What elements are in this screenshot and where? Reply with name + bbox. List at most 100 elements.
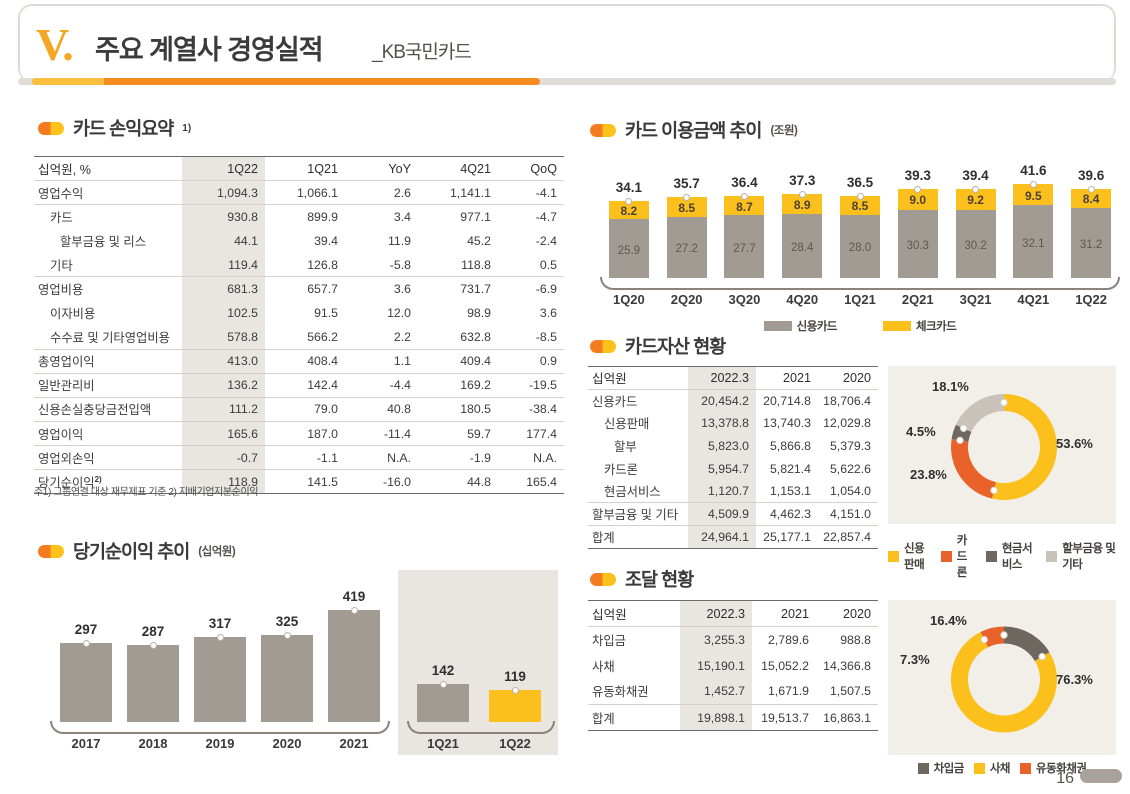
bar-value-credit: 31.2 <box>1079 238 1103 251</box>
column-header: 2021 <box>756 366 818 390</box>
row-label: 영업외손익 <box>34 445 182 471</box>
table-cell: 0.9 <box>498 349 564 374</box>
table-cell: 1,507.5 <box>816 678 878 705</box>
table-cell: -1.1 <box>265 445 345 471</box>
column-header: 2022.3 <box>688 366 756 390</box>
bar-value-check: 9.2 <box>967 193 984 208</box>
bar-total-label: 41.6 <box>1020 163 1047 178</box>
bar-value-credit: 25.9 <box>617 244 641 257</box>
legend-label: 유동화채권 <box>1036 763 1087 775</box>
bar-fill <box>261 635 313 722</box>
bullet-pill-icon <box>590 123 616 137</box>
table-cell: 1,066.1 <box>265 180 345 206</box>
table-cell: -2.4 <box>535 233 557 248</box>
column-header: 2020 <box>816 600 878 627</box>
table-row: 할부금융 및 기타 4,509.9 4,462.3 4,151.0 <box>588 502 878 526</box>
table-cell: 20,454.2 <box>688 389 756 412</box>
bar-segment-credit <box>666 216 707 278</box>
section-heading-funding: 조달 현황 <box>590 566 694 592</box>
legend-item: 카드론 <box>940 532 976 580</box>
bar-segment-check <box>724 195 765 216</box>
row-label: 영업이익 <box>34 421 182 447</box>
card-usage-legend: 신용카드 체크카드 <box>600 318 1120 334</box>
x-axis-label: 1Q20 <box>612 292 645 307</box>
table-cell: 13,378.8 <box>688 411 756 435</box>
donut-chart <box>951 394 1057 500</box>
title-separator: _ <box>372 42 383 63</box>
bar-segment-credit <box>608 219 649 278</box>
row-label: 신용카드 <box>592 394 638 409</box>
row-label: 카드론 <box>604 462 638 477</box>
bar-value-label: 317 <box>208 616 232 632</box>
x-axis-label: 1Q22 <box>1075 292 1107 307</box>
bar-segment-check <box>955 188 996 210</box>
table-cell: 1,094.3 <box>182 180 265 206</box>
table-cell: 126.8 <box>265 252 345 278</box>
section-unit-netincome: (십억원) <box>198 546 236 558</box>
bar-value-credit: 28.0 <box>848 242 872 255</box>
legend-swatch-icon <box>1020 762 1031 774</box>
table-row: 수수료 및 기타영업비용 578.8 566.2 2.2 632.8 -8.5 <box>34 325 564 350</box>
card-usage-bar-chart: 25.9 8.2 34.1 1Q20 27.2 8.5 35.7 2Q20 27.7 8.7 36.… <box>600 150 1120 333</box>
table-cell: 5,622.6 <box>829 461 871 476</box>
bar-segment-credit <box>724 215 765 278</box>
row-label: 사채 <box>592 659 615 674</box>
bar-value-check: 8.5 <box>678 200 695 215</box>
table-cell: 3.6 <box>539 306 557 321</box>
bar-value-check: 8.2 <box>620 204 638 219</box>
section-heading-netincome: 당기순이익 추이 (십억원) <box>38 538 236 564</box>
bar-segment-credit <box>1013 205 1054 278</box>
table-cell: 11.9 <box>387 233 411 248</box>
table-cell: 3.4 <box>393 209 411 224</box>
bar-segment-check <box>897 189 938 210</box>
table-cell: 3.6 <box>393 282 411 297</box>
legend-label: 신용판매 <box>904 543 925 571</box>
row-label: 차입금 <box>592 633 626 648</box>
segment-marker-dot <box>972 185 980 193</box>
table-cell: 13,740.3 <box>763 416 811 431</box>
bar-value-label: 142 <box>431 663 455 679</box>
bar-total-label: 39.4 <box>962 167 989 183</box>
bar-fill <box>127 645 179 722</box>
table-cell: 12,029.8 <box>823 416 871 431</box>
legend-item: 신용카드 <box>763 318 838 334</box>
donut-percent-label: 7.3% <box>900 652 930 667</box>
legend-label: 사채 <box>989 763 1011 775</box>
row-label: 신용손실충당금전입액 <box>34 397 182 423</box>
legend-swatch-icon <box>1046 550 1058 562</box>
table-cell: 2,789.6 <box>767 632 809 647</box>
donut-slice <box>1004 626 1050 661</box>
table-cell: -6.9 <box>535 282 557 297</box>
row-label: 일반관리비 <box>34 373 182 398</box>
bar-marker-dot <box>149 642 157 650</box>
segment-marker-dot <box>683 194 691 202</box>
section-title-income: 카드 손익요약 <box>73 118 174 139</box>
table-cell: -1.9 <box>418 445 498 471</box>
row-label: 할부 <box>614 439 637 454</box>
table-cell: 79.0 <box>265 397 345 423</box>
row-label: 합계 <box>588 704 680 731</box>
x-axis-label: 2019 <box>205 736 235 751</box>
row-label: 할부금융 및 리스 <box>60 234 147 249</box>
row-label: 합계 <box>588 525 688 549</box>
table-cell: 1,120.7 <box>688 479 756 504</box>
bar-fill <box>417 684 469 722</box>
legend-swatch-icon <box>883 321 911 331</box>
legend-swatch-icon <box>985 550 997 562</box>
bar-value-check: 8.7 <box>736 199 753 214</box>
x-axis-label: 2018 <box>138 736 168 751</box>
table-row: 유동화채권 1,452.7 1,671.9 1,507.5 <box>588 678 878 705</box>
table-cell: 578.8 <box>182 325 265 350</box>
table-cell: 4,151.0 <box>818 502 878 526</box>
legend-item: 유동화채권 <box>1020 760 1087 776</box>
table-cell: 681.3 <box>182 276 265 302</box>
bar-stack: 27.7 8.7 36.4 <box>724 175 765 278</box>
legend-swatch-icon <box>888 550 899 562</box>
table-cell: 59.7 <box>418 421 498 447</box>
bar-total-label: 39.6 <box>1077 167 1105 183</box>
bar-segment-check <box>1071 188 1112 208</box>
table-cell: 39.4 <box>314 233 338 248</box>
legend-item: 차입금 <box>917 760 964 776</box>
bar-stack: 25.9 8.2 34.1 <box>608 180 649 278</box>
table-cell: 408.4 <box>265 349 345 374</box>
